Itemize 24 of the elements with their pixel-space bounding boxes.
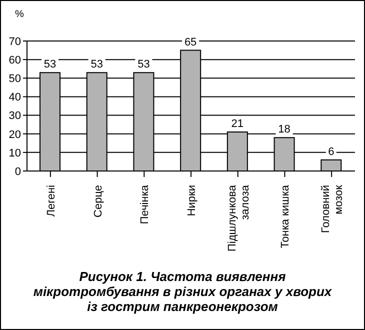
y-tick-label: 50 <box>8 73 21 86</box>
text: Рисунок 1. Частота виявлення мікротромбування в різних органах у хворих із гострим панкреонекрозом <box>32 269 333 314</box>
y-tick-label: 20 <box>8 128 21 141</box>
y-tick-label: 30 <box>8 110 21 122</box>
x-tick-label: Серце <box>92 185 104 218</box>
data-label: 53 <box>44 58 56 71</box>
x-tick-label: Тонка кишка <box>280 184 292 248</box>
x-tick-label: Головний мозок <box>320 184 346 233</box>
data-label: 53 <box>138 58 150 71</box>
x-tick-label: Легені <box>45 185 58 217</box>
y-tick-label: 40 <box>8 92 21 104</box>
data-label: 53 <box>90 58 103 71</box>
data-label: 65 <box>184 36 197 48</box>
y-tick-label: 70 <box>8 36 21 48</box>
y-tick-label: 0 <box>14 166 21 178</box>
data-label: 6 <box>328 146 334 158</box>
x-tick-label: Печінка <box>139 184 152 224</box>
data-label: 21 <box>231 118 244 130</box>
y-tick-label: 10 <box>8 147 21 160</box>
y-tick-label: 60 <box>8 54 21 66</box>
y-axis-title: % <box>15 9 24 20</box>
data-label: 18 <box>278 124 290 136</box>
x-tick-label: Нирки <box>186 185 198 216</box>
x-tick-label: Підшлункова залоза <box>226 184 252 252</box>
